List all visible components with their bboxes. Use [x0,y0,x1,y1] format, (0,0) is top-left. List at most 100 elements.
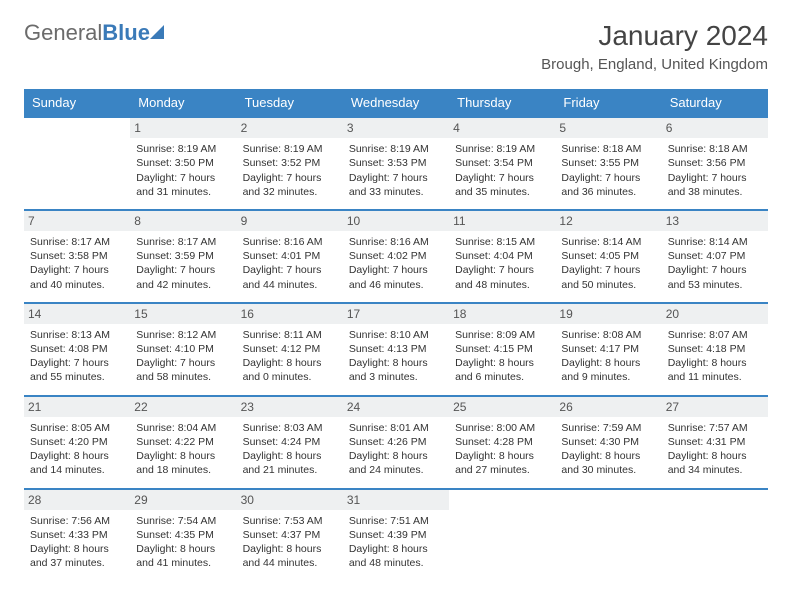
sunset-text: Sunset: 4:07 PM [668,249,762,263]
sunset-text: Sunset: 4:37 PM [243,528,337,542]
sunset-text: Sunset: 4:33 PM [30,528,124,542]
sunset-text: Sunset: 4:28 PM [455,435,549,449]
calendar-cell: 10 Sunrise: 8:16 AMSunset: 4:02 PMDayligh… [343,210,449,303]
calendar-cell: 26Sunrise: 7:59 AMSunset: 4:30 PMDayligh… [555,396,661,489]
calendar-cell: 7Sunrise: 8:17 AMSunset: 3:58 PMDaylight… [24,210,130,303]
sunrise-text: Sunrise: 8:00 AM [455,421,549,435]
daylight-text: Daylight: 7 hours and 32 minutes. [243,171,337,199]
sunrise-text: Sunrise: 8:05 AM [30,421,124,435]
sunrise-text: Sunrise: 7:56 AM [30,514,124,528]
calendar-cell: 4Sunrise: 8:19 AMSunset: 3:54 PMDaylight… [449,117,555,210]
daylight-text: Daylight: 8 hours and 14 minutes. [30,449,124,477]
calendar-cell: 19Sunrise: 8:08 AMSunset: 4:17 PMDayligh… [555,303,661,396]
day-number: 22 [130,397,236,417]
sunset-text: Sunset: 4:24 PM [243,435,337,449]
day-number: 29 [130,490,236,510]
calendar-cell: 9Sunrise: 8:16 AMSunset: 4:01 PMDaylight… [237,210,343,303]
daylight-text: Daylight: 7 hours and 36 minutes. [561,171,655,199]
calendar-cell: 8Sunrise: 8:17 AMSunset: 3:59 PMDaylight… [130,210,236,303]
daylight-text: Daylight: 8 hours and 34 minutes. [668,449,762,477]
calendar-cell: 21 Sunrise: 8:05 AMSunset: 4:20 PMDayligh… [24,396,130,489]
daylight-text: Daylight: 7 hours and 35 minutes. [455,171,549,199]
daylight-text: Daylight: 7 hours and 48 minutes. [455,263,549,291]
day-number: 10 [343,211,449,231]
calendar-cell [555,489,661,581]
day-number: 25 [449,397,555,417]
calendar-cell: 11Sunrise: 8:15 AMSunset: 4:04 PMDayligh… [449,210,555,303]
sunset-text: Sunset: 4:18 PM [668,342,762,356]
weekday-header: Wednesday [343,89,449,117]
daylight-text: Daylight: 8 hours and 27 minutes. [455,449,549,477]
title-block: January 2024 Brough, England, United Kin… [541,20,768,73]
day-number: 2 [237,118,343,138]
calendar-cell: 14Sunrise: 8:13 AMSunset: 4:08 PMDayligh… [24,303,130,396]
sunset-text: Sunset: 4:12 PM [243,342,337,356]
sunset-text: Sunset: 3:54 PM [455,156,549,170]
sunset-text: Sunset: 4:01 PM [243,249,337,263]
calendar-cell [449,489,555,581]
sunrise-text: Sunrise: 7:54 AM [136,514,230,528]
sunset-text: Sunset: 4:02 PM [349,249,443,263]
day-number: 14 [24,304,130,324]
day-number: 16 [237,304,343,324]
calendar-row: 7Sunrise: 8:17 AMSunset: 3:58 PMDaylight… [24,210,768,303]
weekday-header: Monday [130,89,236,117]
calendar-cell: 22Sunrise: 8:04 AMSunset: 4:22 PMDayligh… [130,396,236,489]
sunrise-text: Sunrise: 8:19 AM [349,142,443,156]
sunrise-text: Sunrise: 8:07 AM [668,328,762,342]
day-number: 19 [555,304,661,324]
day-number: 21 [24,397,130,417]
sunset-text: Sunset: 4:22 PM [136,435,230,449]
daylight-text: Daylight: 7 hours and 40 minutes. [30,263,124,291]
daylight-text: Daylight: 7 hours and 50 minutes. [561,263,655,291]
weekday-header: Sunday [24,89,130,117]
daylight-text: Daylight: 7 hours and 31 minutes. [136,171,230,199]
logo-word1: General [24,20,102,45]
calendar-row: 14Sunrise: 8:13 AMSunset: 4:08 PMDayligh… [24,303,768,396]
sunrise-text: Sunrise: 8:04 AM [136,421,230,435]
sunrise-text: Sunrise: 8:16 AM [243,235,337,249]
sunset-text: Sunset: 4:05 PM [561,249,655,263]
day-number: 15 [130,304,236,324]
day-number: 12 [555,211,661,231]
sunrise-text: Sunrise: 8:03 AM [243,421,337,435]
daylight-text: Daylight: 8 hours and 37 minutes. [30,542,124,570]
day-number: 4 [449,118,555,138]
daylight-text: Daylight: 7 hours and 42 minutes. [136,263,230,291]
day-number: 18 [449,304,555,324]
day-number: 26 [555,397,661,417]
calendar-cell: 3Sunrise: 8:19 AMSunset: 3:53 PMDaylight… [343,117,449,210]
sunset-text: Sunset: 3:59 PM [136,249,230,263]
daylight-text: Daylight: 8 hours and 9 minutes. [561,356,655,384]
sunrise-text: Sunrise: 8:08 AM [561,328,655,342]
daylight-text: Daylight: 7 hours and 46 minutes. [349,263,443,291]
sunrise-text: Sunrise: 8:16 AM [349,235,443,249]
sunset-text: Sunset: 4:10 PM [136,342,230,356]
weekday-header: Friday [555,89,661,117]
day-number: 13 [662,211,768,231]
sunrise-text: Sunrise: 7:57 AM [668,421,762,435]
sunset-text: Sunset: 3:58 PM [30,249,124,263]
sunset-text: Sunset: 4:26 PM [349,435,443,449]
day-number: 24 [343,397,449,417]
sunrise-text: Sunrise: 8:15 AM [455,235,549,249]
day-number: 31 [343,490,449,510]
daylight-text: Daylight: 8 hours and 48 minutes. [349,542,443,570]
sunrise-text: Sunrise: 7:51 AM [349,514,443,528]
sunrise-text: Sunrise: 8:19 AM [243,142,337,156]
sunrise-text: Sunrise: 8:09 AM [455,328,549,342]
sunset-text: Sunset: 3:55 PM [561,156,655,170]
sunset-text: Sunset: 4:31 PM [668,435,762,449]
weekday-header-row: Sunday Monday Tuesday Wednesday Thursday… [24,89,768,117]
calendar-cell: 12Sunrise: 8:14 AMSunset: 4:05 PMDayligh… [555,210,661,303]
calendar-row: 21Sunrise: 8:05 AMSunset: 4:20 PMDayligh… [24,396,768,489]
sunrise-text: Sunrise: 7:59 AM [561,421,655,435]
calendar-cell: 6Sunrise: 8:18 AMSunset: 3:56 PMDaylight… [662,117,768,210]
sunrise-text: Sunrise: 8:10 AM [349,328,443,342]
day-number: 23 [237,397,343,417]
daylight-text: Daylight: 8 hours and 6 minutes. [455,356,549,384]
sunrise-text: Sunrise: 8:17 AM [30,235,124,249]
calendar-cell: 16Sunrise: 8:11 AMSunset: 4:12 PMDayligh… [237,303,343,396]
sunset-text: Sunset: 4:20 PM [30,435,124,449]
sunset-text: Sunset: 4:35 PM [136,528,230,542]
